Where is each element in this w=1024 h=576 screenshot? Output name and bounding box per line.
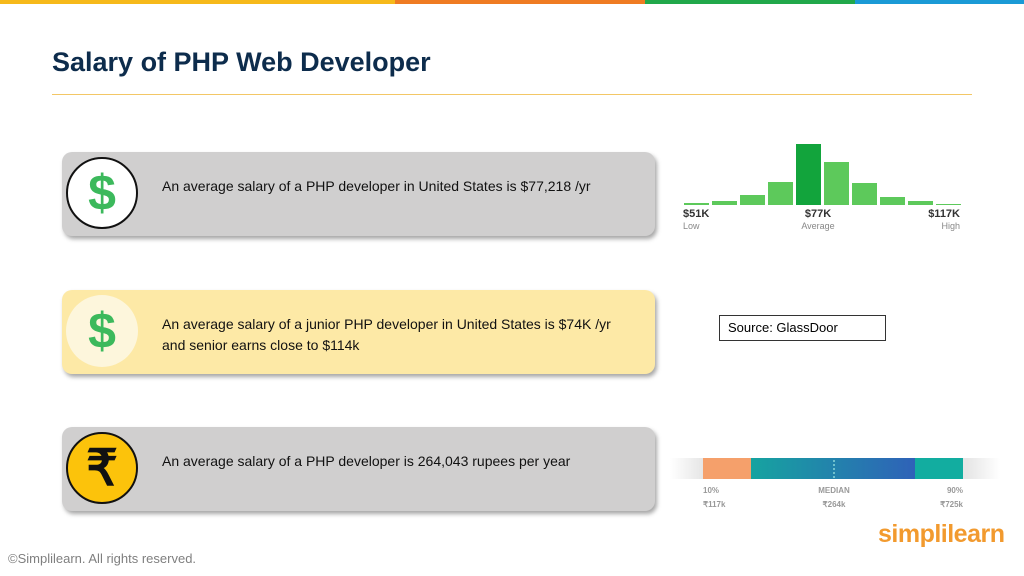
card-text: An average salary of a PHP developer in … <box>162 178 591 194</box>
segment <box>751 458 915 479</box>
hist-bar <box>880 197 905 205</box>
card: $ An average salary of a junior PHP deve… <box>62 290 655 374</box>
segment <box>703 458 751 479</box>
card: ₹ An average salary of a PHP developer i… <box>62 427 655 511</box>
strip <box>395 0 645 4</box>
pct-label: MEDIAN <box>818 486 850 495</box>
pct-amount: ₹117k <box>703 500 726 509</box>
hist-bar <box>936 204 961 205</box>
title: Salary of PHP Web Developer <box>52 47 431 77</box>
percentile-bar: 10% ₹117k MEDIAN ₹264k 90% ₹725k <box>670 458 1000 509</box>
footer: ©Simplilearn. All rights reserved. <box>8 551 197 566</box>
pct-label: 10% <box>703 486 719 495</box>
pct-label: 90% <box>947 486 963 495</box>
card-text: An average salary of a junior PHP develo… <box>162 316 611 353</box>
icon: ₹ <box>66 432 138 504</box>
hist-bar <box>740 195 765 205</box>
strip <box>0 0 395 4</box>
logo: simplilearn <box>878 520 1005 548</box>
pct-amount: ₹725k <box>940 500 963 509</box>
hist-bar <box>908 201 933 205</box>
pct-amount: ₹264k <box>823 500 846 509</box>
hist-bar <box>824 162 849 205</box>
histogram: $51K Low $77K Average $117K High <box>683 144 961 231</box>
rule <box>52 94 972 95</box>
hist-caption: High <box>941 221 960 231</box>
hist-caption: Low <box>683 221 700 231</box>
icon: $ <box>66 295 138 367</box>
source: Source: GlassDoor <box>719 315 886 341</box>
hist-bar <box>712 201 737 205</box>
icon: $ <box>66 157 138 229</box>
hist-label: $77K <box>805 208 831 220</box>
hist-bar <box>796 144 821 205</box>
segment <box>915 458 963 479</box>
card: $ An average salary of a PHP developer i… <box>62 152 655 236</box>
strip <box>855 0 1024 4</box>
hist-caption: Average <box>801 221 834 231</box>
hist-label: $117K <box>928 208 960 220</box>
hist-bar <box>852 183 877 205</box>
hist-bar <box>684 203 709 205</box>
strip <box>645 0 855 4</box>
card-text: An average salary of a PHP developer is … <box>162 453 571 469</box>
hist-bar <box>768 182 793 205</box>
hist-label: $51K <box>683 208 709 220</box>
